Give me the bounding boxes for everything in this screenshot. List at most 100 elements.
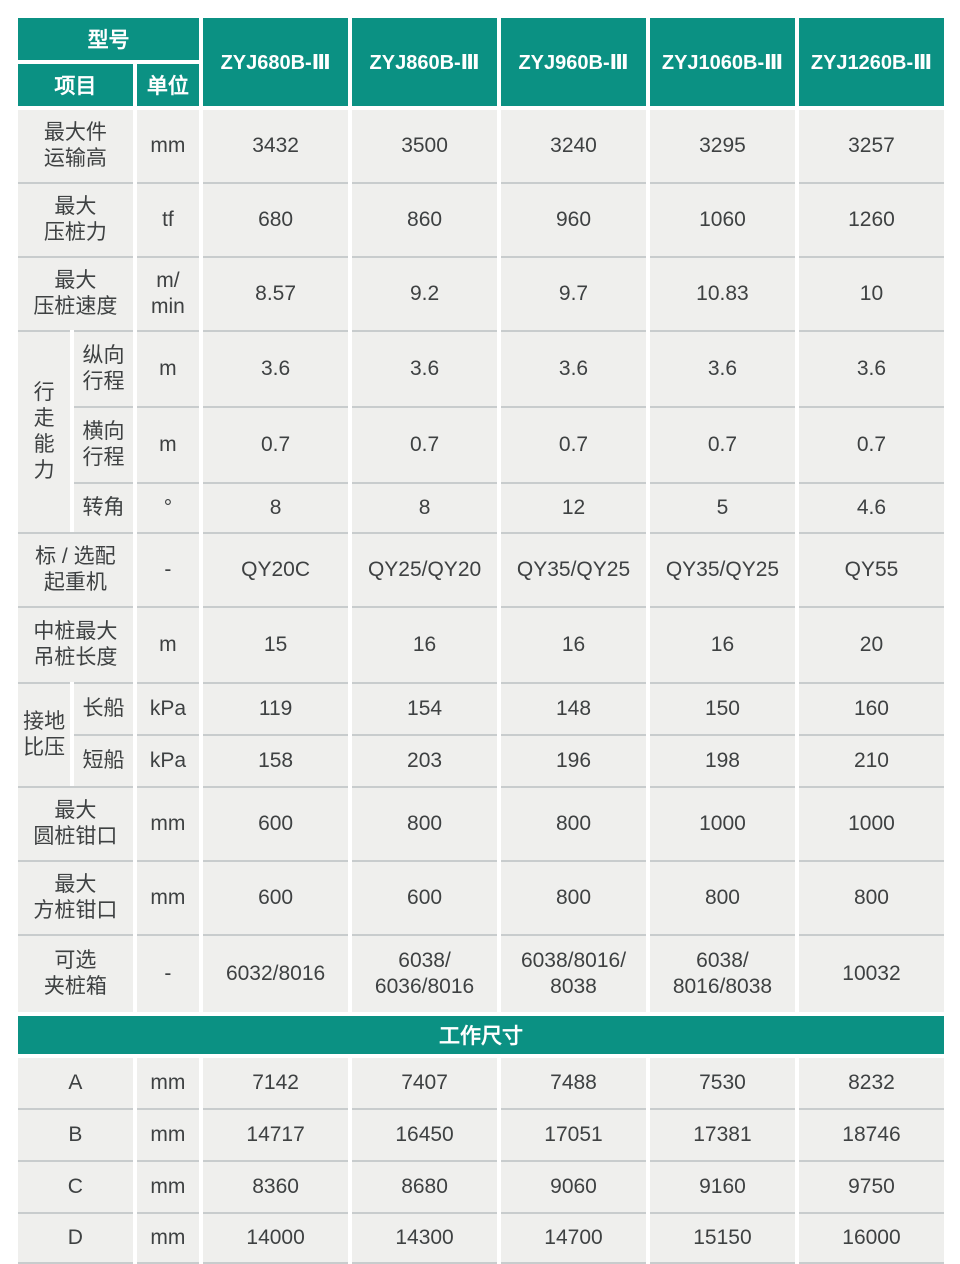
cell-value: 17051 [501,1108,646,1160]
cell-value: 160 [798,682,944,734]
row-unit: - [136,934,200,1012]
cell-value: 1260 [798,182,944,256]
row-label: 最大 方桩钳口 [18,860,133,934]
cell-value: 3500 [352,110,498,182]
row-unit: m [136,330,200,406]
cell-value: 0.7 [798,406,944,482]
cell-value: 9.7 [501,256,646,330]
row-unit: mm [136,1160,200,1212]
cell-value: 3240 [501,110,646,182]
cell-value: 8360 [203,1160,349,1212]
row-unit: - [136,532,200,606]
cell-value: 16000 [798,1212,944,1264]
row-unit: mm [136,860,200,934]
cell-value: 1000 [798,786,944,860]
table-row: 最大 方桩钳口 mm 600 600 800 800 800 [18,860,944,934]
cell-value: 9750 [798,1160,944,1212]
row-unit: m/ min [136,256,200,330]
cell-value: 0.7 [649,406,795,482]
cell-value: 154 [352,682,498,734]
cell-value: 600 [352,860,498,934]
item-column-header: 项目 [18,64,133,110]
header-row-item-unit: 项目 单位 [18,64,944,110]
cell-value: 600 [203,860,349,934]
row-label: 中桩最大 吊桩长度 [18,606,133,682]
row-unit: mm [136,1212,200,1264]
cell-value: 210 [798,734,944,786]
row-unit: kPa [136,682,200,734]
cell-value: 800 [352,786,498,860]
row-label: 可选 夹桩箱 [18,934,133,1012]
cell-value: 119 [203,682,349,734]
cell-value: 16 [352,606,498,682]
cell-value: 14300 [352,1212,498,1264]
cell-value: 148 [501,682,646,734]
table-row: 最大 圆桩钳口 mm 600 800 800 1000 1000 [18,786,944,860]
row-label: 标 / 选配 起重机 [18,532,133,606]
row-unit: m [136,606,200,682]
cell-value: 8.57 [203,256,349,330]
row-unit: mm [136,786,200,860]
model-column-header: ZYJ860B-Ⅲ [352,18,498,110]
cell-value: 16450 [352,1108,498,1160]
cell-value: 3.6 [649,330,795,406]
table-row: 转角 ° 8 8 12 5 4.6 [18,482,944,532]
row-unit: m [136,406,200,482]
table-row: 接地 比压 长船 kPa 119 154 148 150 160 [18,682,944,786]
cell-value: 960 [501,182,646,256]
table-row: 横向 行程 m 0.7 0.7 0.7 0.7 0.7 [18,406,944,482]
model-column-header: ZYJ1260B-Ⅲ [798,18,944,110]
cell-value: 7488 [501,1058,646,1108]
model-corner-label: 型号 [18,18,200,64]
table-row: 短船 kPa 158 203 196 198 210 [18,734,944,786]
cell-value: 18746 [798,1108,944,1160]
cell-value: 9060 [501,1160,646,1212]
cell-value: 9.2 [352,256,498,330]
cell-value: 800 [501,786,646,860]
cell-value: 5 [649,482,795,532]
cell-value: 0.7 [352,406,498,482]
row-unit: mm [136,1058,200,1108]
cell-value: 10.83 [649,256,795,330]
cell-value: 8680 [352,1160,498,1212]
cell-value: 3.6 [203,330,349,406]
section-band-row: 工作尺寸 [18,1012,944,1058]
row-label: 最大件 运输高 [18,110,133,182]
cell-value: QY35/QY25 [501,532,646,606]
cell-value: 14000 [203,1212,349,1264]
cell-value: 3.6 [501,330,646,406]
cell-value: 800 [798,860,944,934]
table-row: A mm 7142 7407 7488 7530 8232 [18,1058,944,1108]
cell-value: 198 [649,734,795,786]
section-title: 工作尺寸 [18,1012,944,1058]
cell-value: 680 [203,182,349,256]
cell-value: 20 [798,606,944,682]
unit-column-header: 单位 [136,64,200,110]
row-sublabel: 转角 [74,482,133,532]
cell-value: 6032/8016 [203,934,349,1012]
cell-value: 3.6 [352,330,498,406]
cell-value: 860 [352,182,498,256]
cell-value: 8 [352,482,498,532]
cell-value: 800 [501,860,646,934]
row-label: 最大 压桩速度 [18,256,133,330]
row-sublabel: 短船 [74,734,133,786]
table-row: 中桩最大 吊桩长度 m 15 16 16 16 20 [18,606,944,682]
cell-value: 6038/8016/ 8038 [501,934,646,1012]
cell-value: 196 [501,734,646,786]
cell-value: 1060 [649,182,795,256]
cell-value: QY35/QY25 [649,532,795,606]
cell-value: 12 [501,482,646,532]
table-row: 标 / 选配 起重机 - QY20C QY25/QY20 QY35/QY25 Q… [18,532,944,606]
row-label: 最大 圆桩钳口 [18,786,133,860]
table-row: 最大件 运输高 mm 3432 3500 3240 3295 3257 [18,110,944,182]
group-label-walking: 行 走 能 力 [18,330,71,532]
model-column-header: ZYJ1060B-Ⅲ [649,18,795,110]
table-row: D mm 14000 14300 14700 15150 16000 [18,1212,944,1264]
cell-value: 7142 [203,1058,349,1108]
cell-value: 6038/ 8016/8038 [649,934,795,1012]
model-column-header: ZYJ960B-Ⅲ [501,18,646,110]
spec-table: 型号 ZYJ680B-Ⅲ ZYJ860B-Ⅲ ZYJ960B-Ⅲ ZYJ1060… [14,18,948,1264]
model-column-header: ZYJ680B-Ⅲ [203,18,349,110]
